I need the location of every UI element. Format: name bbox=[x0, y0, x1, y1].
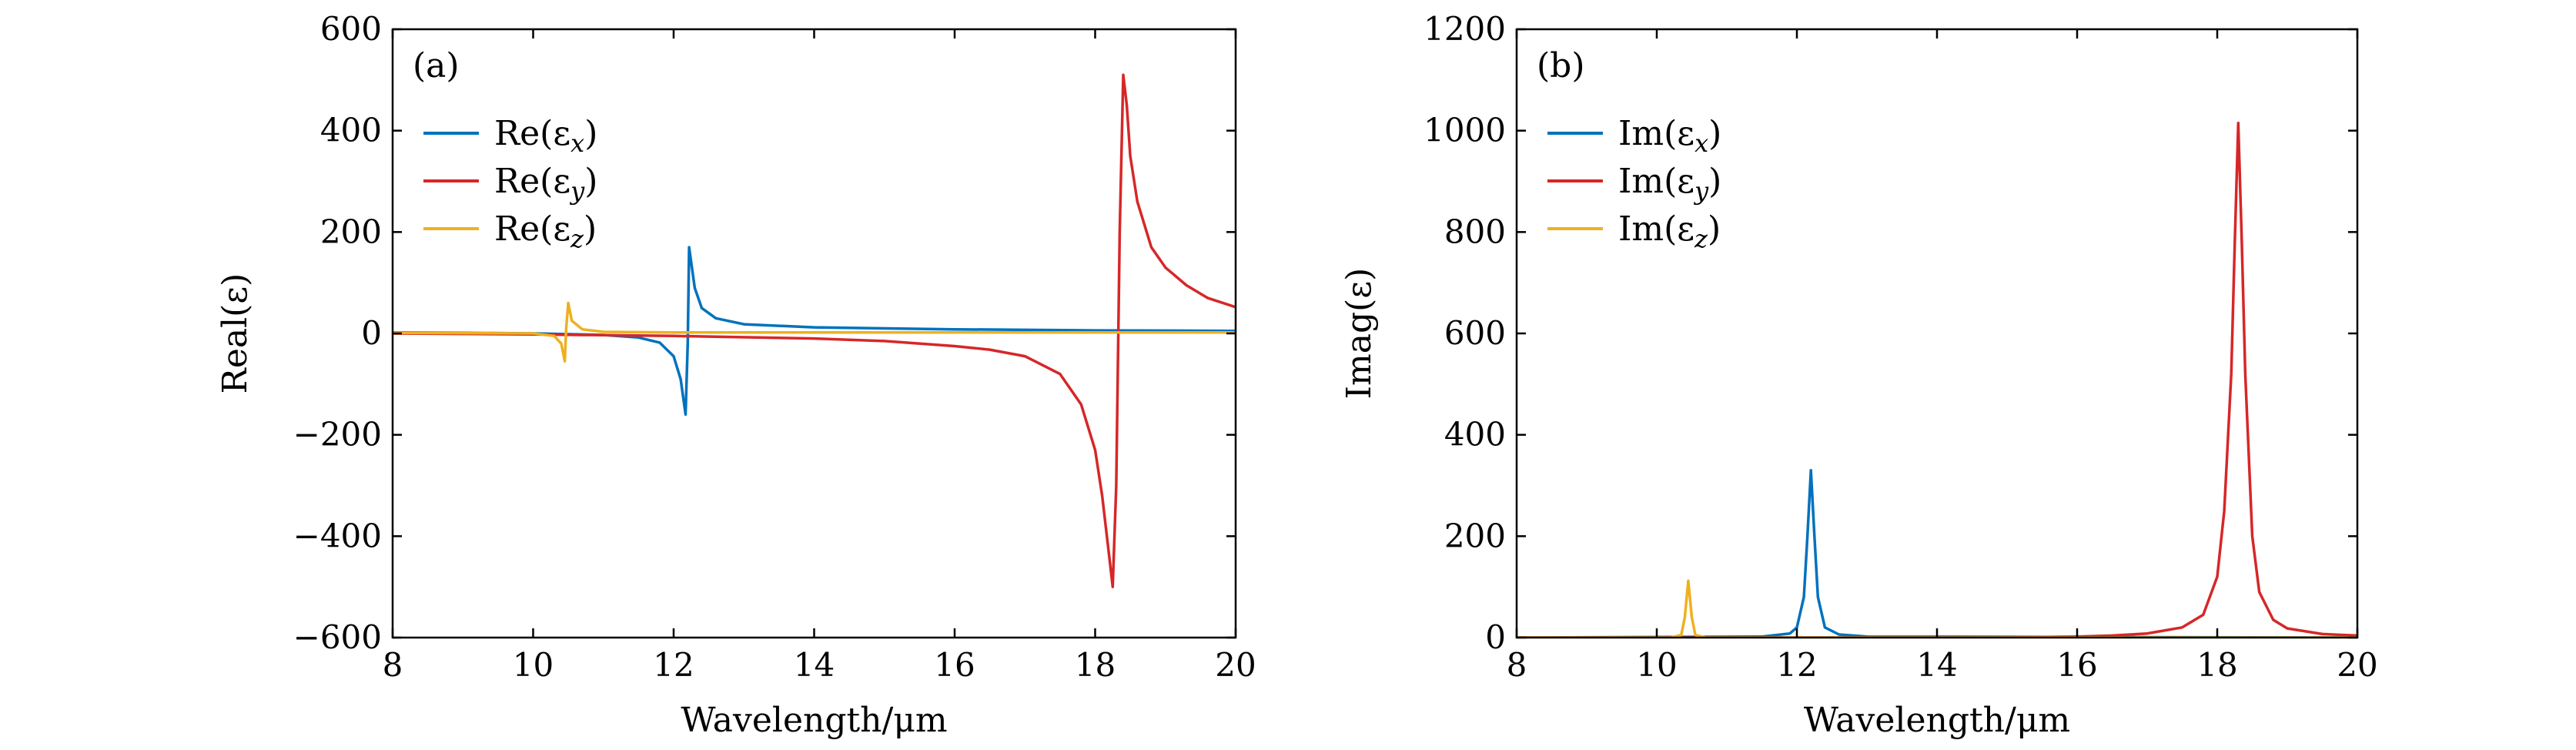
series-line-z bbox=[393, 301, 1236, 363]
x-tick-label: 18 bbox=[1075, 646, 1116, 684]
panel-label: (b) bbox=[1537, 46, 1585, 85]
series-line-y bbox=[1517, 122, 2357, 638]
y-tick-label: 200 bbox=[320, 213, 382, 250]
x-tick-label: 20 bbox=[1215, 646, 1256, 684]
y-tick-label: 1000 bbox=[1423, 112, 1506, 149]
legend-label-z: Im(εz) bbox=[1618, 209, 1721, 253]
y-tick-label: 400 bbox=[320, 112, 382, 149]
x-tick-label: 18 bbox=[2196, 646, 2237, 684]
x-tick-label: 16 bbox=[934, 646, 975, 684]
panel-b: 8 10 12 14 16 18 20020040060080010001200Wavele… bbox=[1340, 10, 2378, 740]
y-tick-label: 1200 bbox=[1423, 10, 1506, 48]
x-tick-label: 12 bbox=[1776, 646, 1817, 684]
y-tick-label: 600 bbox=[1444, 314, 1506, 352]
y-tick-label: 200 bbox=[1444, 517, 1506, 554]
legend-label-y: Im(εy) bbox=[1618, 162, 1721, 206]
y-axis-label: Imag(ε) bbox=[1340, 268, 1379, 400]
x-tick-label: 20 bbox=[2337, 646, 2377, 684]
y-tick-label: 0 bbox=[1485, 618, 1506, 656]
series-line-y bbox=[393, 73, 1236, 588]
legend-label-x: Re(εx) bbox=[494, 114, 597, 158]
x-tick-label: 10 bbox=[1636, 646, 1677, 684]
y-tick-label: −600 bbox=[293, 618, 382, 656]
y-tick-label: −200 bbox=[293, 416, 382, 454]
x-tick-label: 12 bbox=[653, 646, 694, 684]
legend-label-y: Re(εy) bbox=[494, 162, 597, 206]
legend-label-x: Im(εx) bbox=[1618, 114, 1721, 158]
y-axis-label: Real(ε) bbox=[216, 273, 255, 394]
x-tick-label: 8 bbox=[1507, 646, 1527, 684]
x-tick-label: 8 bbox=[383, 646, 403, 684]
x-tick-label: 14 bbox=[794, 646, 835, 684]
panel-label: (a) bbox=[413, 46, 460, 85]
y-tick-label: 600 bbox=[320, 10, 382, 48]
x-axis-label: Wavelength/μm bbox=[681, 701, 947, 740]
series-line-x bbox=[1517, 469, 2357, 638]
x-tick-label: 16 bbox=[2056, 646, 2097, 684]
y-tick-label: −400 bbox=[293, 517, 382, 554]
x-tick-label: 10 bbox=[513, 646, 554, 684]
y-tick-label: 800 bbox=[1444, 213, 1506, 250]
x-axis-label: Wavelength/μm bbox=[1804, 701, 2070, 740]
legend-label-z: Re(εz) bbox=[494, 209, 597, 253]
y-tick-label: 400 bbox=[1444, 416, 1506, 454]
series-line-x bbox=[393, 246, 1236, 417]
y-tick-label: 0 bbox=[361, 314, 382, 352]
panel-a: 8 10 12 14 16 18 20 −600 −400 −200 0 200 400 600 Wavel… bbox=[216, 10, 1256, 740]
x-tick-label: 14 bbox=[1916, 646, 1957, 684]
